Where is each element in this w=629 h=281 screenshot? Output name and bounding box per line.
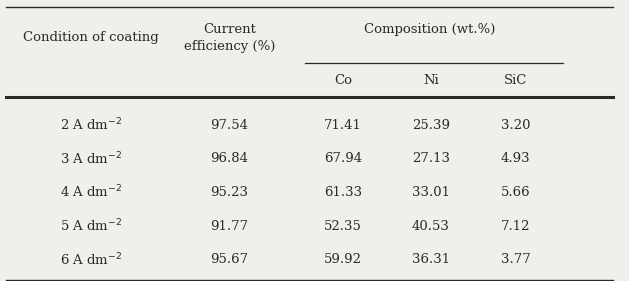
Text: 59.92: 59.92	[324, 253, 362, 266]
Text: 7.12: 7.12	[501, 220, 530, 233]
Text: 95.23: 95.23	[211, 186, 248, 199]
Text: 96.84: 96.84	[211, 152, 248, 165]
Text: 52.35: 52.35	[324, 220, 362, 233]
Text: 3.20: 3.20	[501, 119, 530, 132]
Text: Condition of coating: Condition of coating	[23, 31, 159, 44]
Text: 25.39: 25.39	[412, 119, 450, 132]
Text: 95.67: 95.67	[211, 253, 248, 266]
Text: 27.13: 27.13	[412, 152, 450, 165]
Text: 36.31: 36.31	[412, 253, 450, 266]
Text: 5 A dm$^{-2}$: 5 A dm$^{-2}$	[60, 218, 122, 235]
Text: Composition (wt.%): Composition (wt.%)	[364, 23, 495, 36]
Text: 71.41: 71.41	[324, 119, 362, 132]
Text: 2 A dm$^{-2}$: 2 A dm$^{-2}$	[60, 117, 122, 133]
Text: 91.77: 91.77	[211, 220, 248, 233]
Text: 6 A dm$^{-2}$: 6 A dm$^{-2}$	[60, 251, 122, 268]
Text: 4 A dm$^{-2}$: 4 A dm$^{-2}$	[60, 184, 122, 201]
Text: 97.54: 97.54	[211, 119, 248, 132]
Text: Current
efficiency (%): Current efficiency (%)	[184, 23, 276, 53]
Text: 61.33: 61.33	[324, 186, 362, 199]
Text: 3.77: 3.77	[501, 253, 531, 266]
Text: Ni: Ni	[423, 74, 439, 87]
Text: SiC: SiC	[504, 74, 528, 87]
Text: Co: Co	[334, 74, 352, 87]
Text: 40.53: 40.53	[412, 220, 450, 233]
Text: 67.94: 67.94	[324, 152, 362, 165]
Text: 4.93: 4.93	[501, 152, 531, 165]
Text: 5.66: 5.66	[501, 186, 531, 199]
Text: 3 A dm$^{-2}$: 3 A dm$^{-2}$	[60, 150, 122, 167]
Text: 33.01: 33.01	[412, 186, 450, 199]
